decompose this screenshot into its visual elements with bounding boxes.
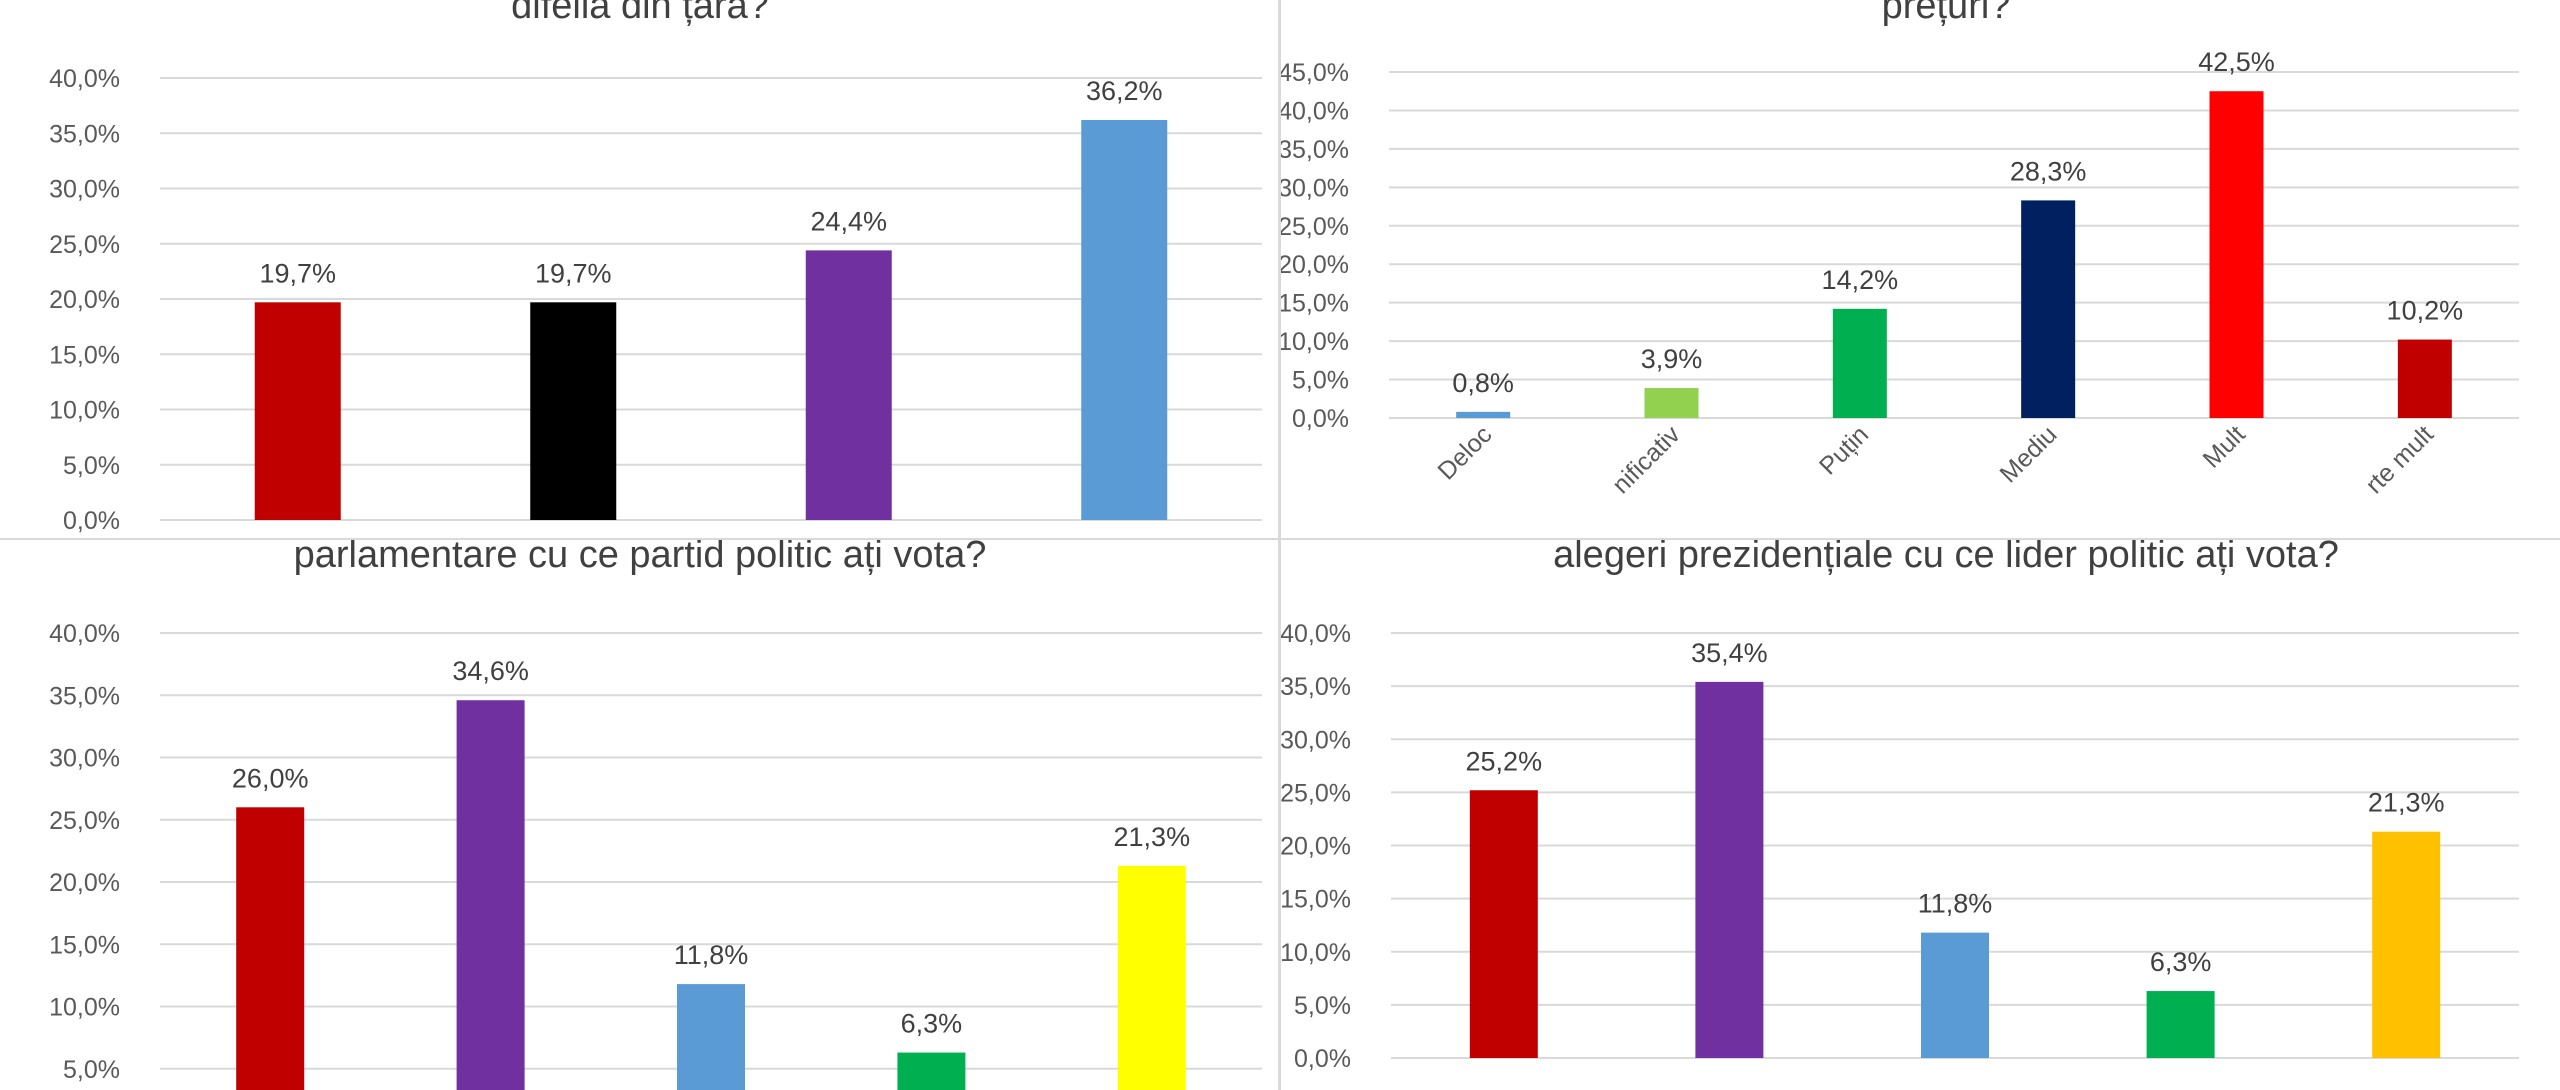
y-tick-label: 35,0% <box>49 120 120 148</box>
data-label: 21,3% <box>1114 822 1191 852</box>
bar <box>2021 200 2076 418</box>
chart-title: alegeri prezidențiale cu ce lider politi… <box>1553 540 2339 576</box>
y-tick-label: 10,0% <box>1281 939 1351 967</box>
y-tick-label: 15,0% <box>49 931 120 959</box>
y-tick-label: 20,0% <box>49 286 120 314</box>
bar <box>897 1052 966 1090</box>
data-label: 42,5% <box>2198 47 2275 77</box>
bar <box>677 984 745 1090</box>
y-tick-label: 25,0% <box>1281 213 1349 241</box>
y-tick-label: 10,0% <box>49 994 120 1022</box>
y-tick-label: 35,0% <box>1281 136 1349 164</box>
bar <box>2209 91 2264 418</box>
y-tick-label: 30,0% <box>49 745 120 773</box>
bar <box>456 700 525 1090</box>
x-tick-label: rte mult <box>2360 420 2439 499</box>
bar <box>1644 388 1699 418</box>
y-tick-label: 5,0% <box>1292 367 1349 395</box>
y-tick-label: 45,0% <box>1281 59 1349 87</box>
y-tick-label: 30,0% <box>49 176 120 204</box>
y-tick-label: 0,0% <box>63 507 120 535</box>
data-label: 6,3% <box>2150 947 2212 977</box>
y-tick-label: 25,0% <box>49 807 120 835</box>
y-tick-label: 5,0% <box>63 1056 120 1084</box>
y-tick-label: 20,0% <box>1281 833 1351 861</box>
data-label: 11,8% <box>674 940 749 970</box>
data-label: 10,2% <box>2387 296 2464 326</box>
x-tick-label: Puțin <box>1814 420 1874 480</box>
chart-bottom-right: alegeri prezidențiale cu ce lider politi… <box>1281 540 2519 1073</box>
bar <box>1695 681 1764 1058</box>
bar <box>530 302 617 520</box>
y-tick-label: 20,0% <box>1281 251 1349 279</box>
y-tick-label: 5,0% <box>1294 992 1351 1020</box>
y-tick-label: 35,0% <box>1281 673 1351 701</box>
chart-title: prețuri? <box>1882 0 2011 27</box>
y-tick-label: 0,0% <box>1292 405 1349 433</box>
vertical-divider <box>1278 0 1281 1090</box>
data-label: 11,8% <box>1918 889 1993 919</box>
x-tick-label: Mult <box>2198 420 2251 473</box>
bar <box>236 807 305 1090</box>
y-tick-label: 40,0% <box>49 620 120 648</box>
bar <box>1469 790 1538 1058</box>
data-label: 25,2% <box>1466 746 1543 776</box>
y-tick-label: 10,0% <box>49 397 120 425</box>
data-label: 26,0% <box>232 763 309 793</box>
y-tick-label: 40,0% <box>1281 97 1349 125</box>
y-tick-label: 35,0% <box>49 682 120 710</box>
chart-title: parlamentare cu ce partid politic ați vo… <box>294 540 987 576</box>
bar <box>2372 831 2441 1058</box>
bar <box>1832 308 1887 418</box>
y-tick-label: 0,0% <box>1294 1045 1351 1073</box>
data-label: 28,3% <box>2010 156 2087 186</box>
bar <box>2397 339 2452 418</box>
y-tick-label: 40,0% <box>1281 620 1351 648</box>
y-tick-label: 15,0% <box>49 341 120 369</box>
bar <box>805 250 892 520</box>
chart-top-right: prețuri? 0,0% 5,0% 10,0% 15,0% 20,0% 25,0% 30,0… <box>1281 0 2519 499</box>
chart-title: difelia din țara? <box>511 0 769 27</box>
bar <box>1456 411 1511 418</box>
bar <box>2146 991 2215 1058</box>
y-tick-label: 15,0% <box>1281 290 1349 318</box>
y-tick-label: 15,0% <box>1281 886 1351 914</box>
x-tick-label: Deloc <box>1432 420 1497 485</box>
data-label: 3,9% <box>1641 344 1703 374</box>
bar <box>1117 865 1186 1090</box>
bar <box>1921 932 1989 1058</box>
data-label: 35,4% <box>1691 638 1768 668</box>
data-label: 6,3% <box>901 1009 963 1039</box>
y-tick-label: 10,0% <box>1281 328 1349 356</box>
y-tick-label: 25,0% <box>1281 779 1351 807</box>
data-label: 19,7% <box>259 258 336 288</box>
data-label: 34,6% <box>452 656 529 686</box>
y-tick-label: 30,0% <box>1281 174 1349 202</box>
y-tick-label: 20,0% <box>49 869 120 897</box>
data-label: 21,3% <box>2368 788 2445 818</box>
data-label: 24,4% <box>810 206 887 236</box>
y-tick-label: 25,0% <box>49 231 120 259</box>
chart-bottom-left: parlamentare cu ce partid politic ați vo… <box>49 540 1262 1090</box>
bar <box>254 302 341 520</box>
chart-top-left: difelia din țara? 0,0% 5,0% 10,0% 15,0% 20,0%… <box>49 0 1262 535</box>
y-tick-label: 30,0% <box>1281 726 1351 754</box>
data-label: 0,8% <box>1452 368 1514 398</box>
bar <box>1081 119 1168 521</box>
x-tick-label: Mediu <box>1994 420 2062 488</box>
y-tick-label: 5,0% <box>63 452 120 480</box>
data-label: 36,2% <box>1086 76 1163 106</box>
y-tick-label: 40,0% <box>49 65 120 93</box>
data-label: 14,2% <box>1822 265 1899 295</box>
x-tick-label: nificativ <box>1607 420 1686 499</box>
data-label: 19,7% <box>535 258 612 288</box>
